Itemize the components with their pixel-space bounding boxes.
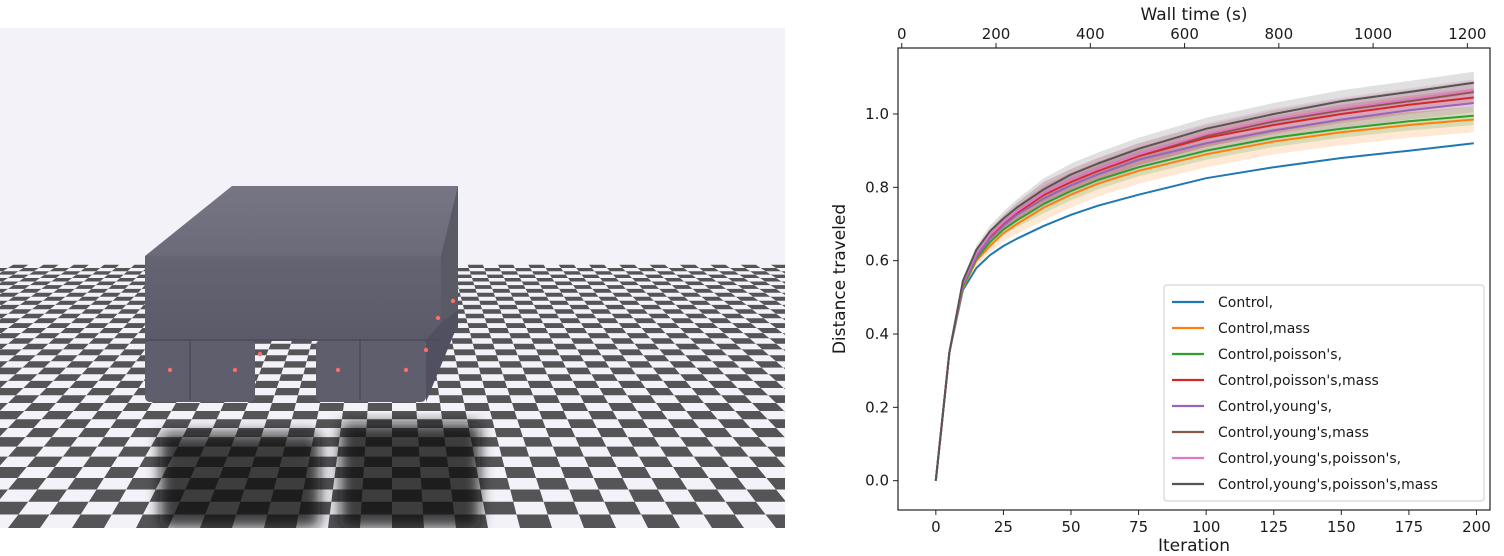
legend-item-label: Control,young's, bbox=[1218, 399, 1332, 415]
series-band-1 bbox=[935, 106, 1474, 481]
x-tick-label: 175 bbox=[1395, 518, 1424, 536]
x-tick-label: 125 bbox=[1259, 518, 1288, 536]
robot-leg-right bbox=[316, 340, 426, 402]
x-axis-ticks: 0 25 50 75 100 125 150 175 200 bbox=[931, 510, 1491, 536]
x-tick-label: 50 bbox=[1061, 518, 1080, 536]
legend-item-label: Control,poisson's,mass bbox=[1218, 373, 1379, 389]
plot-frame bbox=[897, 47, 1491, 511]
x2-tick-label: 1200 bbox=[1448, 25, 1486, 43]
x2-tick-label: 1000 bbox=[1354, 25, 1392, 43]
series-line-4 bbox=[934, 102, 1474, 481]
x2-tick-label: 200 bbox=[982, 25, 1011, 43]
legend-item-label: Control,mass bbox=[1218, 321, 1310, 337]
series-band-2 bbox=[935, 106, 1474, 481]
y-tick-label: 0.6 bbox=[865, 252, 889, 270]
legend-item-label: Control,poisson's, bbox=[1218, 347, 1342, 363]
legend-item-label: Control, bbox=[1218, 295, 1273, 311]
robot-simulation-scene bbox=[0, 28, 785, 528]
y-tick-label: 0.8 bbox=[865, 178, 889, 196]
legend-item-label: Control,young's,mass bbox=[1218, 425, 1369, 441]
x-tick-label: 0 bbox=[931, 518, 941, 536]
y-tick-label: 0.0 bbox=[865, 472, 889, 490]
x-tick-label: 150 bbox=[1327, 518, 1356, 536]
series-line-0 bbox=[934, 142, 1474, 481]
legend: Control, Control,mass Control,poisson's, Co… bbox=[1163, 284, 1485, 502]
soft-robot bbox=[145, 186, 458, 402]
y-tick-label: 1.0 bbox=[865, 105, 889, 123]
x2-tick-label: 600 bbox=[1170, 25, 1199, 43]
x2-axis-ticks: 0 200 400 600 800 1000 1200 bbox=[897, 25, 1486, 48]
distance-chart: 0 25 50 75 100 125 150 175 200 0 200 400 600 800 1000… bbox=[830, 5, 1491, 556]
y-axis-label: Distance traveled bbox=[830, 204, 850, 354]
legend-box bbox=[1163, 284, 1485, 502]
robot-top-face bbox=[145, 186, 458, 258]
x2-tick-label: 400 bbox=[1076, 25, 1105, 43]
x-tick-label: 25 bbox=[994, 518, 1013, 536]
series-line-6 bbox=[934, 89, 1474, 481]
robot-shadow bbox=[160, 423, 480, 528]
x-tick-label: 100 bbox=[1192, 518, 1221, 536]
y-axis-ticks: 0.0 0.2 0.4 0.6 0.8 1.0 bbox=[865, 105, 898, 490]
robot-leg-left bbox=[145, 340, 255, 402]
x-tick-label: 75 bbox=[1129, 518, 1148, 536]
x-tick-label: 200 bbox=[1462, 518, 1491, 536]
series-line-7 bbox=[934, 81, 1474, 481]
x2-tick-label: 0 bbox=[897, 25, 907, 43]
legend-item-label: Control,young's,poisson's,mass bbox=[1218, 477, 1438, 493]
x2-tick-label: 800 bbox=[1265, 25, 1294, 43]
robot-side-face bbox=[440, 186, 458, 346]
x2-axis-label: Wall time (s) bbox=[1141, 5, 1248, 25]
robot-leg-back bbox=[426, 310, 458, 402]
x-axis-label: Iteration bbox=[1158, 536, 1230, 556]
y-tick-label: 0.4 bbox=[865, 325, 889, 343]
legend-item-label: Control,young's,poisson's, bbox=[1218, 451, 1401, 467]
y-tick-label: 0.2 bbox=[865, 398, 889, 416]
robot-front-face bbox=[145, 256, 441, 341]
plot-layer bbox=[934, 71, 1474, 481]
